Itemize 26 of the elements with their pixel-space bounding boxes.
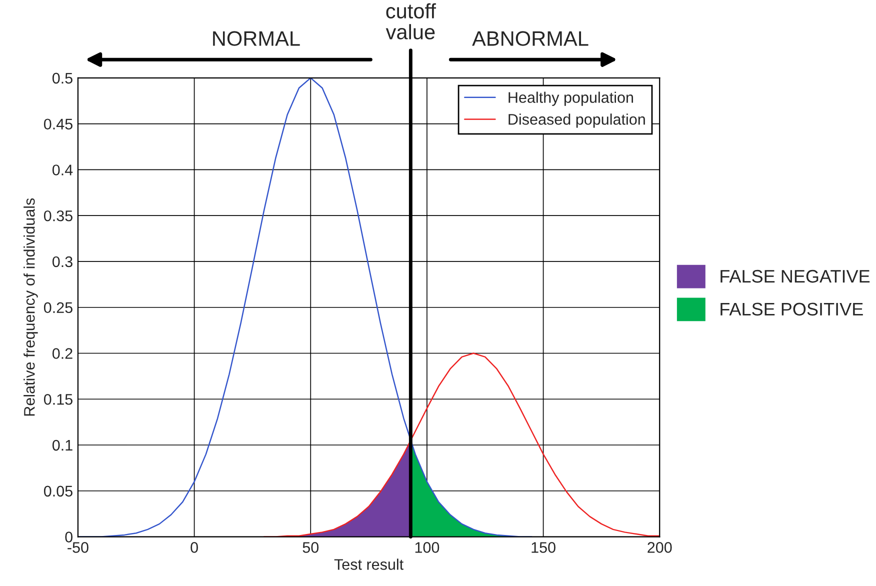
x-tick-label: -50 bbox=[68, 542, 88, 553]
y-tick-label: 0.1 bbox=[52, 440, 72, 451]
y-tick-label: 0.35 bbox=[44, 210, 72, 222]
ref-line-label: cutoff value bbox=[386, 3, 436, 40]
text: ABNORMAL bbox=[472, 31, 588, 46]
legend-label: FALSE POSITIVE bbox=[720, 302, 863, 316]
y-tick-label: 0.25 bbox=[44, 302, 72, 314]
y-tick-label: 0.05 bbox=[44, 486, 72, 497]
y-tick-label: 0.15 bbox=[44, 394, 72, 405]
y-tick-label: 0.5 bbox=[52, 72, 72, 84]
y-tick-label: 0.2 bbox=[52, 348, 72, 359]
legend-label: FALSE NEGATIVE bbox=[720, 270, 870, 283]
x-tick-label: 200 bbox=[648, 542, 672, 553]
x-tick-label: 0 bbox=[190, 542, 198, 553]
y-tick-label: 0.4 bbox=[52, 164, 73, 176]
legend-label: Diseased population bbox=[508, 114, 645, 128]
text: NORMAL bbox=[213, 31, 300, 46]
x-tick-label: 100 bbox=[415, 542, 440, 553]
y-tick-label: 0.45 bbox=[44, 118, 72, 130]
y-tick-label: 0 bbox=[65, 532, 73, 542]
y-tick-label: 0.3 bbox=[52, 256, 72, 268]
x-tick-label: 50 bbox=[302, 542, 319, 553]
x-tick-label: 150 bbox=[532, 542, 556, 553]
x-axis-title: Test result bbox=[334, 558, 404, 570]
y-axis-title: Relative frequency of individuals bbox=[24, 198, 38, 416]
legend-label: Healthy population bbox=[508, 92, 634, 106]
